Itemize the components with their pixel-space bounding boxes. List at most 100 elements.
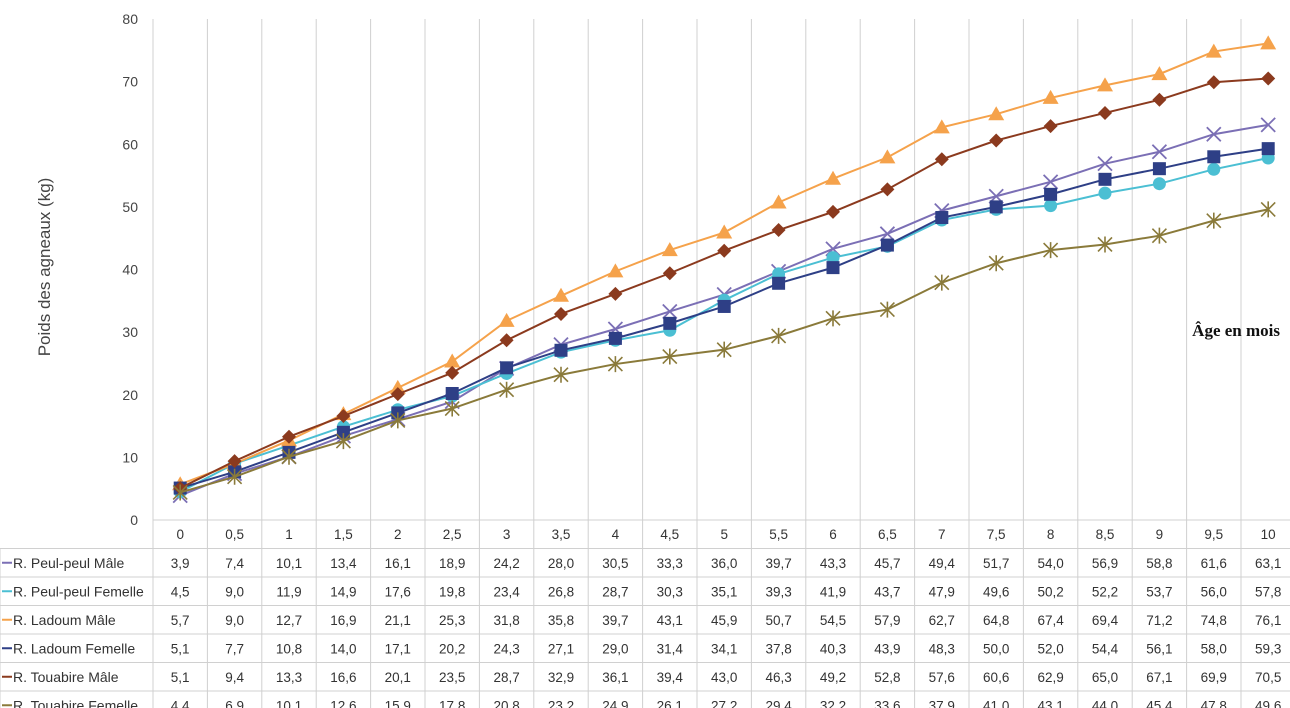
data-label: 30,3: [657, 584, 683, 599]
data-point: [1260, 117, 1276, 133]
data-point: [500, 361, 514, 375]
data-label: 18,9: [439, 556, 465, 571]
data-label: 69,4: [1092, 613, 1119, 628]
data-label: 36,1: [602, 670, 628, 685]
data-label: 7,7: [225, 641, 244, 656]
data-label: 57,8: [1255, 584, 1281, 599]
legend-entry: R. Peul-peul Mâle: [13, 555, 124, 571]
data-label: 20,2: [439, 641, 465, 656]
x-tick-label: 7: [938, 527, 946, 542]
data-point: [1206, 212, 1222, 229]
data-point: [1042, 174, 1059, 190]
data-point: [1152, 92, 1167, 107]
data-label: 50,0: [983, 641, 1009, 656]
data-point: [825, 310, 841, 327]
data-label: 67,1: [1146, 670, 1172, 685]
data-label: 25,3: [439, 613, 465, 628]
data-label: 63,1: [1255, 556, 1281, 571]
data-point: [445, 365, 460, 380]
data-label: 59,3: [1255, 641, 1281, 656]
data-label: 69,9: [1201, 670, 1227, 685]
data-label: 50,7: [765, 613, 791, 628]
data-point: [1044, 199, 1058, 213]
y-tick-label: 40: [122, 262, 138, 278]
x-tick-label: 4: [612, 527, 620, 542]
x-tick-label: 2,5: [443, 527, 462, 542]
data-point: [1043, 119, 1058, 134]
y-tick-label: 60: [122, 136, 138, 152]
data-label: 51,7: [983, 556, 1009, 571]
data-label: 47,8: [1201, 698, 1227, 708]
data-label: 23,4: [493, 584, 520, 599]
data-point: [1098, 172, 1112, 186]
data-point: [1206, 126, 1222, 142]
data-point: [1044, 187, 1058, 201]
x-tick-label: 3,5: [552, 527, 571, 542]
data-label: 57,9: [874, 613, 900, 628]
data-point: [770, 194, 787, 209]
data-label: 65,0: [1092, 670, 1118, 685]
data-label: 33,6: [874, 698, 900, 708]
data-label: 74,8: [1201, 613, 1227, 628]
data-label: 43,1: [1037, 698, 1063, 708]
data-label: 62,7: [929, 613, 955, 628]
data-point: [1097, 236, 1113, 253]
series-lines: [172, 35, 1277, 504]
y-tick-label: 70: [122, 74, 138, 90]
data-label: 52,0: [1037, 641, 1063, 656]
data-label: 49,6: [983, 584, 1009, 599]
data-point: [227, 454, 242, 469]
legend-entry: R. Ladoum Femelle: [13, 640, 135, 656]
data-point: [499, 381, 515, 398]
x-tick-label: 0: [176, 527, 184, 542]
data-label: 56,1: [1146, 641, 1172, 656]
data-point: [1205, 43, 1222, 58]
data-label: 43,9: [874, 641, 900, 656]
data-label: 58,0: [1201, 641, 1227, 656]
data-label: 62,9: [1037, 670, 1063, 685]
data-label: 10,1: [276, 556, 302, 571]
y-axis-label: Poids des agneaux (kg): [35, 178, 54, 357]
data-table: 0 0,5 1 1,5 2 2,5 3 3,5 4 4,5 5 5,5 6 6,5 7 7,5 8 8,5 9 9,5…: [2, 527, 1281, 708]
x-tick-label: 7,5: [987, 527, 1006, 542]
data-point: [661, 242, 678, 257]
data-point: [717, 243, 732, 258]
x-tick-label: 9: [1156, 527, 1164, 542]
data-point: [825, 170, 841, 185]
data-point: [1260, 201, 1276, 218]
data-point: [988, 106, 1005, 121]
data-point: [444, 400, 460, 417]
data-label: 7,4: [225, 556, 244, 571]
data-label: 70,5: [1255, 670, 1281, 685]
data-point: [989, 133, 1004, 148]
data-label: 19,8: [439, 584, 465, 599]
data-label: 26,1: [657, 698, 683, 708]
data-label: 57,6: [929, 670, 955, 685]
data-label: 52,8: [874, 670, 900, 685]
x-tick-label: 8,5: [1096, 527, 1115, 542]
x-tick-label: 5,5: [769, 527, 788, 542]
data-point: [1207, 150, 1221, 164]
data-point: [1151, 144, 1168, 160]
x-tick-label: 1,5: [334, 527, 353, 542]
data-label: 28,7: [493, 670, 519, 685]
data-label: 60,6: [983, 670, 1009, 685]
data-label: 26,8: [548, 584, 574, 599]
data-label: 64,8: [983, 613, 1009, 628]
data-point: [335, 433, 351, 450]
x-tick-label: 1: [285, 527, 293, 542]
data-label: 39,7: [602, 613, 628, 628]
data-point: [1098, 105, 1112, 120]
data-point: [554, 343, 568, 357]
data-label: 45,4: [1146, 698, 1173, 708]
data-point: [662, 303, 678, 320]
data-point: [662, 348, 678, 365]
y-tick-label: 50: [122, 199, 138, 215]
data-label: 49,2: [820, 670, 846, 685]
data-label: 27,2: [711, 698, 737, 708]
data-point: [826, 251, 840, 265]
data-point: [336, 425, 350, 439]
data-point: [826, 261, 840, 275]
data-label: 49,6: [1255, 698, 1281, 708]
data-point: [227, 468, 243, 485]
